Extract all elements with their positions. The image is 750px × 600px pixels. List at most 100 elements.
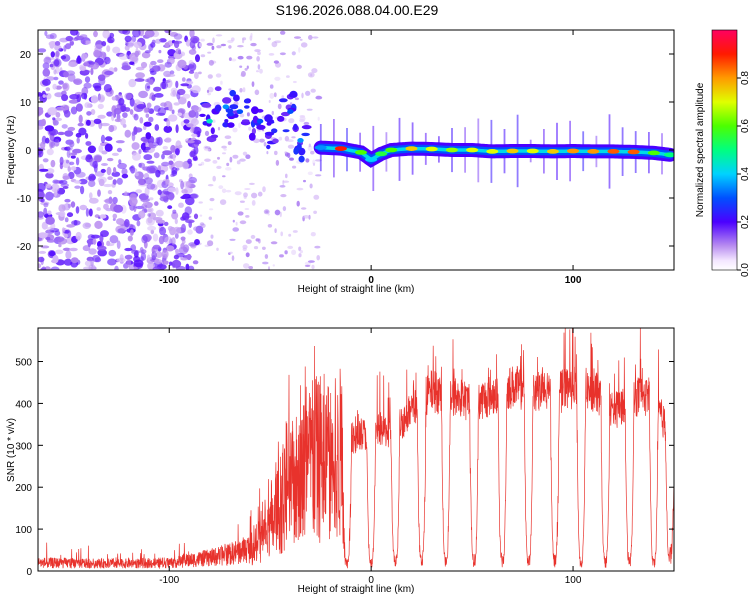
early-blob-spot bbox=[266, 144, 271, 150]
noise-blob bbox=[185, 196, 195, 206]
noise-blob bbox=[172, 152, 176, 162]
noise-blob bbox=[226, 162, 230, 167]
noise-blob bbox=[52, 117, 56, 121]
noise-blob bbox=[118, 97, 125, 106]
noise-blob bbox=[175, 148, 180, 156]
noise-blob bbox=[273, 60, 279, 64]
noise-blob bbox=[280, 231, 284, 237]
early-blob bbox=[271, 128, 278, 134]
noise-blob bbox=[169, 261, 173, 266]
noise-blob bbox=[175, 80, 179, 89]
noise-blob bbox=[206, 89, 210, 93]
noise-blob bbox=[308, 143, 311, 148]
noise-blob bbox=[59, 156, 64, 166]
noise-blob bbox=[129, 61, 135, 65]
noise-blob bbox=[107, 176, 113, 181]
noise-blob bbox=[164, 236, 173, 244]
noise-blob bbox=[225, 189, 232, 193]
noise-blob bbox=[85, 119, 91, 126]
noise-blob bbox=[89, 192, 93, 200]
noise-blob bbox=[88, 61, 96, 65]
noise-blob bbox=[188, 49, 197, 55]
ridge-peak bbox=[334, 146, 347, 152]
noise-blob bbox=[93, 49, 101, 58]
noise-blob bbox=[288, 233, 292, 237]
noise-blob bbox=[148, 116, 154, 123]
early-blob-spot bbox=[264, 114, 273, 123]
noise-blob bbox=[94, 44, 104, 49]
noise-blob bbox=[64, 198, 71, 203]
noise-blob bbox=[168, 191, 175, 201]
noise-blob bbox=[311, 264, 315, 270]
noise-blob bbox=[99, 214, 107, 219]
noise-blob bbox=[43, 202, 49, 208]
noise-blob bbox=[245, 154, 251, 159]
noise-blob bbox=[292, 230, 298, 233]
noise-blob bbox=[143, 121, 152, 127]
noise-blob bbox=[262, 186, 266, 193]
noise-blob bbox=[70, 201, 76, 208]
noise-blob bbox=[180, 83, 190, 87]
noise-blob bbox=[222, 152, 226, 155]
noise-blob bbox=[124, 45, 130, 51]
noise-blob bbox=[292, 165, 297, 169]
early-blob-spot bbox=[229, 104, 239, 110]
noise-blob bbox=[190, 193, 199, 199]
noise-blob bbox=[317, 116, 320, 121]
early-blob bbox=[206, 118, 213, 124]
noise-blob bbox=[246, 65, 249, 69]
noise-blob bbox=[82, 53, 88, 60]
noise-blob bbox=[155, 219, 165, 224]
noise-blob bbox=[75, 171, 86, 178]
noise-blob bbox=[242, 87, 246, 93]
noise-blob bbox=[198, 163, 203, 166]
noise-blob bbox=[163, 221, 169, 226]
noise-blob bbox=[64, 217, 69, 223]
noise-blob bbox=[192, 156, 199, 162]
noise-blob bbox=[138, 210, 146, 219]
ridge-peak bbox=[526, 148, 539, 154]
noise-blob bbox=[279, 52, 286, 56]
noise-blob bbox=[204, 130, 210, 137]
noise-blob bbox=[58, 243, 62, 248]
noise-blob bbox=[163, 80, 171, 83]
noise-blob bbox=[310, 88, 316, 93]
snr-ytick-label: 200 bbox=[15, 483, 32, 494]
noise-blob bbox=[268, 53, 275, 56]
noise-blob bbox=[75, 56, 82, 65]
noise-blob bbox=[237, 55, 244, 60]
noise-blob bbox=[104, 198, 115, 205]
early-blob-spot bbox=[301, 125, 312, 130]
noise-blob bbox=[90, 67, 94, 76]
noise-blob bbox=[90, 109, 96, 115]
noise-blob bbox=[200, 38, 205, 42]
noise-blob bbox=[188, 110, 196, 118]
noise-blob bbox=[85, 208, 89, 217]
noise-blob bbox=[97, 74, 106, 81]
noise-blob bbox=[147, 213, 151, 217]
noise-blob bbox=[157, 189, 162, 196]
noise-blob bbox=[161, 249, 169, 259]
noise-blob bbox=[129, 97, 135, 107]
noise-blob bbox=[305, 158, 310, 163]
noise-blob bbox=[243, 263, 250, 269]
noise-blob bbox=[207, 184, 214, 187]
noise-blob bbox=[64, 130, 74, 137]
noise-blob bbox=[93, 30, 98, 38]
noise-blob bbox=[250, 32, 253, 38]
noise-blob bbox=[143, 146, 151, 151]
noise-blob bbox=[173, 226, 182, 235]
noise-blob bbox=[236, 160, 241, 165]
noise-blob bbox=[84, 102, 91, 109]
noise-blob bbox=[87, 145, 96, 154]
noise-blob bbox=[217, 156, 220, 160]
noise-blob bbox=[192, 260, 199, 265]
noise-blob bbox=[178, 144, 183, 149]
early-blob-spot bbox=[252, 115, 259, 124]
snr-ytick-label: 100 bbox=[15, 525, 32, 536]
early-blob-spot bbox=[298, 155, 305, 163]
noise-blob bbox=[144, 50, 151, 54]
noise-blob bbox=[271, 41, 278, 48]
noise-blob bbox=[273, 92, 277, 98]
snr-ytick-label: 500 bbox=[15, 358, 32, 369]
